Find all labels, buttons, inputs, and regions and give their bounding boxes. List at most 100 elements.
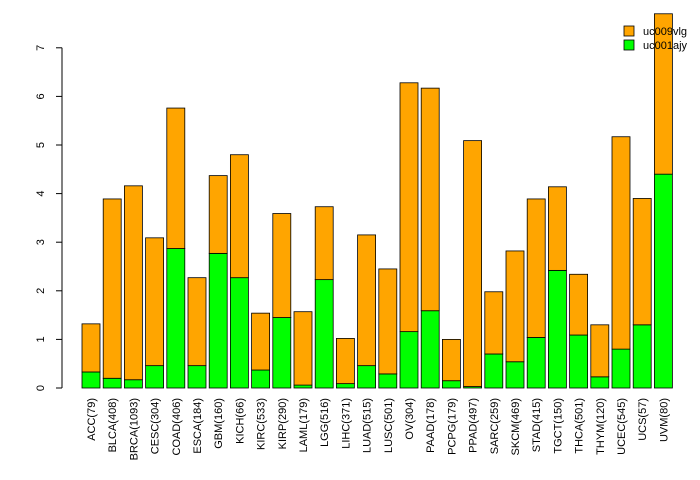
x-tick-label: OV(304) (404, 398, 416, 440)
bar-uc001ajy (166, 248, 186, 389)
bar-uc009vlg (569, 273, 588, 336)
x-tick-label: ACC(79) (86, 398, 98, 441)
bar-uc001ajy (569, 334, 588, 389)
x-tick-label: LUSC(501) (383, 398, 395, 453)
bar-uc001ajy (314, 279, 334, 389)
y-tick-label: 6 (35, 93, 47, 99)
x-axis-labels: ACC(79) BLCA(408) BRCA(1093) CESC(304) COAD(… (86, 398, 670, 460)
bar-uc009vlg (420, 87, 440, 312)
x-tick-label: UVM(80) (658, 398, 670, 442)
bar-uc001ajy (251, 369, 271, 389)
x-tick-label: ESCA(184) (192, 398, 204, 454)
x-tick-label: BLCA(408) (107, 398, 119, 452)
x-tick-label: KICH(66) (234, 398, 246, 444)
x-tick-label: UCS(57) (637, 398, 649, 441)
bar-uc001ajy (590, 376, 610, 389)
x-tick-label: BRCA(1093) (128, 398, 140, 460)
bar-uc009vlg (484, 291, 504, 355)
legend: uc009vlg uc001ajy (623, 25, 688, 52)
x-tick-label: PPAD(497) (468, 398, 480, 453)
bar-uc009vlg (526, 198, 546, 338)
x-tick-label: LAML(179) (298, 398, 310, 452)
bar-uc001ajy (441, 380, 461, 389)
bar-uc001ajy (378, 373, 398, 389)
x-tick-label: THYM(120) (595, 398, 607, 455)
bar-uc001ajy (548, 269, 567, 389)
bar-uc009vlg (166, 107, 186, 249)
bar-uc001ajy (505, 361, 525, 389)
y-tick-label: 3 (35, 239, 47, 245)
x-tick-label: UCEC(545) (616, 398, 628, 455)
y-tick-label: 0 (35, 385, 47, 391)
bar-uc001ajy (124, 379, 143, 389)
y-tick-label: 5 (35, 142, 47, 148)
bar-uc009vlg (548, 186, 567, 271)
x-tick-label: KIRP(290) (277, 398, 289, 449)
bar-uc009vlg (590, 324, 610, 378)
bar-uc009vlg (654, 13, 673, 175)
bar-uc001ajy (293, 384, 313, 389)
bar-uc001ajy (187, 365, 207, 389)
bar-uc001ajy (102, 377, 122, 389)
bar-uc009vlg (441, 338, 461, 382)
x-tick-label: LGG(516) (319, 398, 331, 447)
bar-uc009vlg (463, 140, 483, 387)
x-tick-label: SARC(259) (489, 398, 501, 454)
bar-uc001ajy (611, 348, 631, 389)
bar-uc001ajy (526, 337, 546, 389)
y-tick-label: 1 (35, 336, 47, 342)
legend-label: uc001ajy (643, 40, 688, 52)
bar-uc001ajy (229, 277, 249, 389)
bar-uc001ajy (272, 317, 292, 389)
bar-uc001ajy (335, 383, 355, 389)
bar-uc001ajy (357, 365, 377, 389)
bar-uc001ajy (654, 173, 673, 389)
y-axis: 0 1 2 3 4 5 6 7 (35, 45, 63, 391)
x-tick-label: GBM(160) (213, 398, 225, 449)
bar-uc001ajy (484, 353, 504, 389)
x-tick-label: STAD(415) (531, 398, 543, 452)
bar-uc009vlg (314, 206, 334, 281)
legend-swatch (623, 39, 635, 51)
bar-uc009vlg (124, 185, 143, 381)
bar-uc009vlg (251, 312, 271, 371)
bar-uc009vlg (632, 198, 652, 326)
bar-uc009vlg (611, 136, 631, 350)
bar-uc009vlg (102, 198, 122, 379)
x-tick-label: THCA(501) (574, 398, 586, 454)
legend-swatch (623, 25, 635, 37)
bar-uc001ajy (208, 252, 228, 389)
bar-uc009vlg (272, 213, 292, 318)
bar-uc001ajy (81, 371, 101, 389)
x-tick-label: LUAD(515) (362, 398, 374, 453)
x-tick-label: LIHC(371) (340, 398, 352, 449)
bar-uc009vlg (187, 277, 207, 367)
bar-uc009vlg (145, 237, 165, 367)
x-tick-label: PAAD(178) (425, 398, 437, 453)
y-tick-label: 7 (35, 45, 47, 51)
bar-uc009vlg (293, 311, 313, 386)
x-tick-label: PCPG(179) (446, 398, 458, 455)
bar-uc001ajy (420, 310, 440, 389)
bar-uc001ajy (145, 365, 165, 389)
x-tick-label: SKCM(469) (510, 398, 522, 455)
bar-uc009vlg (378, 268, 398, 375)
x-tick-label: TGCT(150) (552, 398, 564, 454)
bar-uc001ajy (399, 331, 419, 389)
bar-uc009vlg (229, 154, 249, 279)
y-tick-label: 2 (35, 288, 47, 294)
bar-uc009vlg (208, 175, 228, 254)
x-tick-label: KIRC(533) (256, 398, 268, 450)
bars (81, 13, 673, 389)
bar-uc009vlg (505, 250, 525, 363)
x-tick-label: CESC(304) (150, 398, 162, 454)
y-tick-label: 4 (35, 191, 47, 197)
x-tick-label: COAD(406) (171, 398, 183, 455)
bar-uc009vlg (81, 323, 101, 373)
legend-label: uc009vlg (643, 26, 687, 38)
bar-uc009vlg (399, 82, 419, 333)
bar-uc009vlg (357, 234, 377, 367)
bar-uc009vlg (335, 338, 355, 385)
bar-uc001ajy (632, 324, 652, 389)
